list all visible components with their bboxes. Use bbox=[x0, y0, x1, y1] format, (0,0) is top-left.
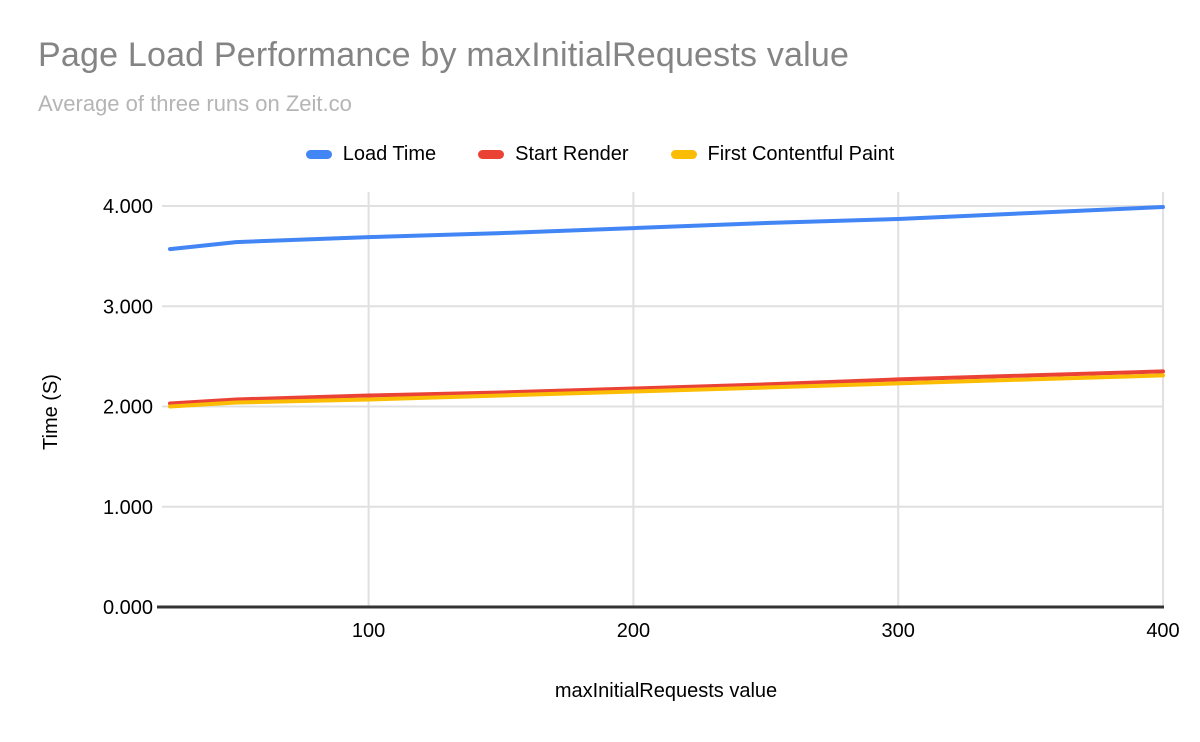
x-tick-label: 200 bbox=[617, 620, 650, 642]
y-axis-title: Time (S) bbox=[40, 374, 62, 450]
legend-item-load-time: Load Time bbox=[305, 143, 437, 166]
x-tick-label: 100 bbox=[352, 620, 385, 642]
series-line-start-render bbox=[168, 369, 1165, 406]
legend-label-load-time: Load Time bbox=[342, 143, 437, 165]
legend-label-start-render: Start Render bbox=[515, 143, 629, 165]
load-time-swatch-icon bbox=[305, 150, 332, 159]
legend-label-first-contentful-paint: First Contentful Paint bbox=[707, 143, 895, 165]
legend: Load Time Start Render First Contentful … bbox=[0, 143, 1200, 166]
series-line-first-contentful-paint bbox=[168, 373, 1165, 409]
y-tick-label: 3.000 bbox=[103, 296, 153, 318]
x-axis-title: maxInitialRequests value bbox=[555, 680, 777, 702]
chart-subtitle: Average of three runs on Zeit.co bbox=[38, 91, 352, 116]
start-render-swatch-icon bbox=[478, 150, 505, 159]
series-line-load-time bbox=[168, 205, 1165, 252]
y-tick-label: 2.000 bbox=[103, 397, 153, 419]
x-tick-label: 300 bbox=[882, 620, 915, 642]
legend-item-start-render: Start Render bbox=[478, 143, 629, 166]
legend-item-first-contentful-paint: First Contentful Paint bbox=[670, 143, 895, 166]
first-contentful-paint-swatch-icon bbox=[670, 150, 697, 159]
y-tick-label: 1.000 bbox=[103, 497, 153, 519]
y-tick-label: 4.000 bbox=[103, 196, 153, 218]
chart-title: Page Load Performance by maxInitialReque… bbox=[38, 36, 850, 74]
x-tick-label: 400 bbox=[1146, 620, 1179, 642]
y-tick-label: 0.000 bbox=[103, 597, 153, 619]
